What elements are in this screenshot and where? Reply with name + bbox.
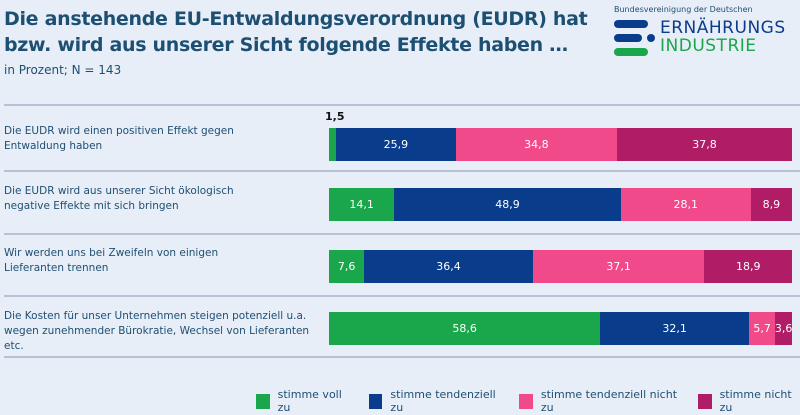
chart-title: Die anstehende EU-Entwaldungsverordnung …	[4, 6, 588, 58]
legend-label: stimme voll zu	[277, 388, 342, 414]
bar-segment: 32,1	[600, 312, 749, 345]
stacked-bar: 25,9 34,8 37,8	[329, 128, 792, 161]
bar-segment: 18,9	[704, 250, 792, 283]
row-divider	[4, 295, 800, 297]
bar-segment	[329, 128, 336, 161]
bar-segment: 14,1	[329, 188, 395, 221]
logo: Bundesvereinigung der Deutschen ERNÄHRUN…	[612, 4, 800, 56]
chart-subtitle: in Prozent; N = 143	[4, 63, 122, 77]
legend-swatch	[519, 393, 533, 409]
legend-item: stimme nicht zu	[697, 388, 800, 414]
category-label: Die EUDR wird einen positiven Effekt geg…	[4, 125, 234, 152]
logo-line-2: INDUSTRIE	[660, 36, 757, 56]
bar-segment: 7,6	[329, 250, 365, 283]
bar-segment: 25,9	[335, 128, 456, 161]
data-label: 1,5	[325, 110, 345, 123]
legend-swatch	[256, 393, 270, 409]
legend-swatch	[697, 393, 712, 409]
stacked-bar: 7,6 36,4 37,1 18,9	[329, 250, 792, 283]
legend-item: stimme tendenziell zu	[368, 388, 501, 414]
bar-segment: 28,1	[620, 188, 751, 221]
category-label: Wir werden uns bei Zweifeln von einigen L…	[4, 247, 219, 274]
legend-label: stimme nicht zu	[719, 388, 792, 414]
logo-line-1: ERNÄHRUNGS	[660, 18, 786, 38]
category-label: Die EUDR wird aus unserer Sicht ökologis…	[4, 185, 234, 212]
row-divider	[4, 356, 800, 358]
bar-segment: 36,4	[364, 250, 533, 283]
title-line-1: Die anstehende EU-Entwaldungsverordnung …	[4, 8, 588, 30]
title-line-2: bzw. wird aus unserer Sicht folgende Eff…	[4, 34, 568, 56]
stacked-bar: 14,1 48,9 28,1 8,9	[329, 188, 792, 221]
legend-swatch	[368, 393, 383, 409]
logo-tagline: Bundesvereinigung der Deutschen	[614, 5, 753, 14]
bar-segment: 5,7	[748, 312, 776, 345]
bar-segment: 8,9	[750, 188, 792, 221]
stacked-bar: 58,6 32,1 5,7 3,6	[329, 312, 792, 345]
category-label: Die Kosten für unser Unternehmen steigen…	[4, 310, 310, 352]
legend: stimme voll zu stimme tendenziell zu stimm…	[256, 388, 800, 414]
legend-label: stimme tendenziell nicht zu	[540, 388, 678, 414]
row-divider	[4, 170, 800, 172]
logo-mark-icon	[614, 20, 655, 56]
bar-segment: 34,8	[455, 128, 617, 161]
bar-segment: 3,6	[775, 312, 792, 345]
bar-segment: 37,1	[532, 250, 705, 283]
row-divider	[4, 233, 800, 235]
legend-label: stimme tendenziell zu	[390, 388, 496, 414]
legend-item: stimme voll zu	[256, 388, 351, 414]
bar-segment: 48,9	[394, 188, 621, 221]
bar-segment: 37,8	[616, 128, 792, 161]
bar-segment: 58,6	[329, 312, 601, 345]
legend-item: stimme tendenziell nicht zu	[519, 388, 680, 414]
row-divider	[4, 104, 800, 106]
